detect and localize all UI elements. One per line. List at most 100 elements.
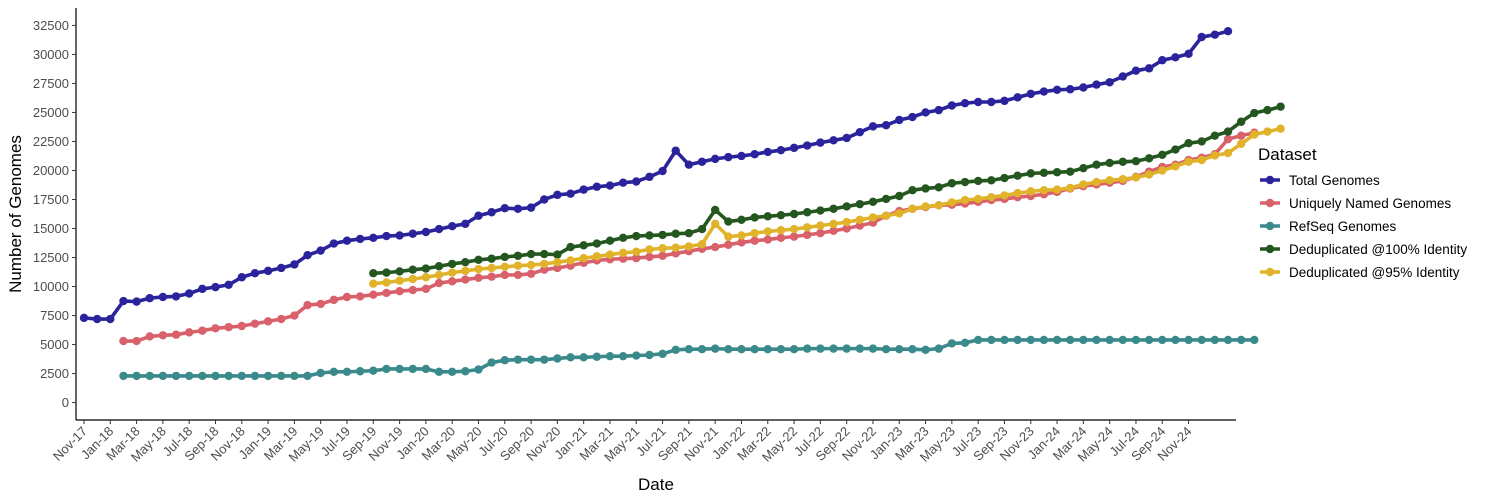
- data-point: [908, 112, 917, 122]
- data-point: [1144, 64, 1154, 73]
- data-point: [1052, 335, 1062, 345]
- data-point: [645, 231, 654, 240]
- data-point: [171, 292, 181, 301]
- data-point: [789, 232, 799, 241]
- data-point: [1000, 335, 1009, 345]
- legend-label: Uniquely Named Genomes: [1289, 196, 1451, 211]
- data-point: [263, 266, 273, 276]
- data-point: [316, 299, 325, 309]
- legend-label: RefSeq Genomes: [1289, 219, 1397, 234]
- data-point: [776, 226, 786, 235]
- data-point: [526, 249, 536, 259]
- data-point: [540, 195, 549, 204]
- series-refseq-genomes: [119, 335, 1259, 381]
- data-point: [1079, 180, 1088, 189]
- data-point: [1000, 173, 1009, 183]
- data-point: [710, 344, 720, 353]
- data-point: [803, 141, 812, 150]
- data-point: [697, 239, 707, 249]
- data-point: [540, 265, 549, 274]
- data-point: [710, 219, 720, 229]
- data-point: [789, 345, 799, 354]
- data-point: [1158, 335, 1167, 345]
- data-point: [474, 264, 483, 274]
- data-point: [434, 224, 444, 234]
- data-point: [816, 138, 825, 147]
- data-point: [618, 233, 628, 242]
- data-point: [1276, 102, 1285, 111]
- data-point: [1263, 105, 1272, 115]
- data-point: [960, 98, 970, 108]
- data-point: [1026, 335, 1035, 345]
- data-point: [119, 296, 128, 306]
- data-point: [724, 152, 733, 162]
- data-point: [658, 166, 667, 176]
- data-point: [632, 351, 641, 360]
- data-point: [329, 367, 339, 377]
- data-point: [855, 344, 865, 353]
- data-point: [303, 251, 312, 260]
- data-point: [1223, 134, 1233, 144]
- data-point: [1105, 335, 1114, 345]
- data-point: [198, 326, 207, 335]
- data-point: [1184, 335, 1193, 345]
- data-point: [1158, 56, 1167, 65]
- data-point: [158, 292, 168, 302]
- data-point: [1052, 168, 1062, 177]
- data-point: [934, 344, 943, 353]
- data-point: [382, 268, 391, 277]
- data-point: [1223, 27, 1233, 36]
- data-point: [1197, 137, 1206, 146]
- data-point: [526, 355, 536, 364]
- data-point: [987, 176, 996, 185]
- y-tick-label: 17500: [33, 192, 69, 207]
- data-point: [618, 254, 628, 263]
- data-point: [750, 213, 759, 222]
- data-point: [789, 209, 799, 219]
- data-point: [710, 242, 720, 252]
- data-point: [1000, 191, 1009, 200]
- data-point: [369, 290, 378, 299]
- data-point: [658, 251, 667, 260]
- data-point: [763, 147, 772, 157]
- data-point: [750, 228, 759, 238]
- data-point: [145, 293, 154, 303]
- data-point: [750, 236, 759, 245]
- y-tick-label: 27500: [33, 76, 69, 91]
- data-point: [1236, 131, 1246, 140]
- data-point: [658, 349, 667, 359]
- data-point: [461, 257, 470, 267]
- data-point: [1092, 80, 1101, 89]
- data-point: [1118, 174, 1128, 184]
- data-point: [395, 286, 404, 296]
- data-point: [868, 122, 878, 131]
- data-point: [513, 261, 523, 270]
- data-point: [895, 209, 904, 218]
- data-point: [355, 234, 365, 244]
- data-point: [632, 231, 641, 241]
- data-point: [987, 192, 996, 202]
- legend-label: Deduplicated @100% Identity: [1289, 242, 1467, 257]
- data-point: [237, 371, 246, 381]
- data-point: [487, 358, 496, 367]
- data-point: [355, 367, 365, 376]
- data-point: [1013, 171, 1022, 180]
- data-point: [1092, 160, 1101, 169]
- data-point: [277, 371, 286, 381]
- data-point: [605, 250, 615, 259]
- data-point: [395, 364, 404, 374]
- legend-swatch-point: [1265, 175, 1275, 185]
- data-point: [895, 345, 904, 354]
- data-point: [132, 336, 141, 346]
- data-point: [671, 249, 680, 258]
- data-point: [842, 344, 851, 353]
- data-point: [947, 339, 957, 348]
- data-point: [382, 231, 391, 241]
- data-point: [645, 350, 654, 360]
- x-axis-title: Date: [638, 475, 674, 494]
- data-point: [592, 182, 602, 191]
- data-point: [842, 202, 851, 211]
- data-point: [816, 206, 825, 215]
- data-point: [803, 208, 812, 217]
- legend-label: Total Genomes: [1289, 173, 1380, 188]
